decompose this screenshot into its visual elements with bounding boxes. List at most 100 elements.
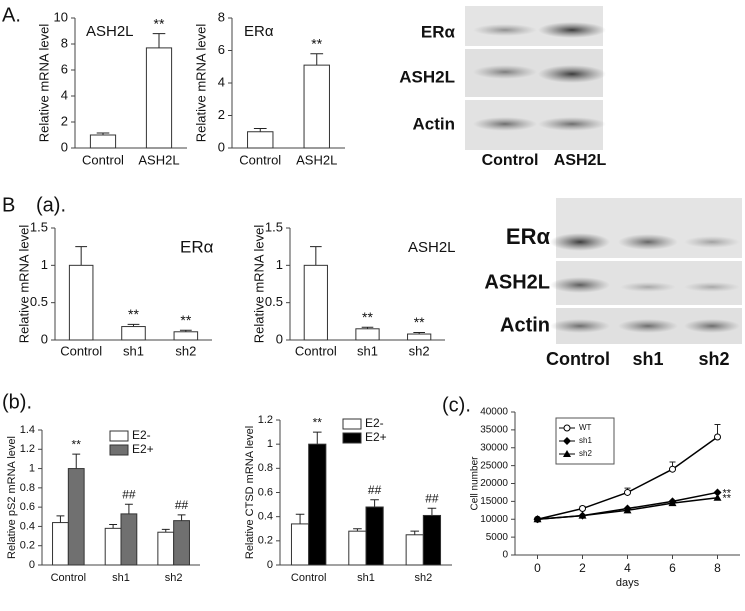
point (669, 465, 676, 473)
error-bar (370, 499, 379, 507)
blot-band (538, 22, 606, 38)
error-bar (427, 507, 437, 516)
blot-row-label: Actin (500, 314, 550, 336)
y-tick-label: 1 (276, 257, 283, 272)
x-axis-label: days (616, 577, 640, 589)
y-tick-label: 0.6 (20, 501, 35, 513)
x-tick-label: Control (295, 343, 337, 358)
y-tick-label: 10 (54, 9, 68, 24)
error-bar (72, 453, 81, 469)
blot-b: ERα ASH2L Actin Control sh1 sh2 (484, 198, 742, 369)
annotation: ** (154, 15, 165, 31)
blot-band (550, 319, 610, 333)
blot-column-label: ASH2L (554, 152, 607, 169)
bar (121, 326, 146, 341)
point (668, 499, 677, 507)
bar (120, 513, 138, 566)
bar (348, 530, 367, 566)
panel-label: (c). (442, 394, 471, 416)
annotation: ** (180, 312, 191, 328)
legend-swatch (342, 418, 362, 430)
legend-label: E2+ (365, 430, 387, 444)
x-tick-label: sh1 (112, 572, 130, 584)
y-tick-label: 0 (61, 139, 68, 154)
bar (68, 264, 94, 341)
y-tick-label: 0.2 (20, 540, 35, 552)
error-bar (124, 503, 133, 514)
blot-row-label: Actin (413, 114, 456, 133)
y-tick-label: 1.5 (30, 219, 48, 234)
bar (89, 134, 117, 149)
y-tick-label: 0 (267, 559, 273, 571)
y-tick-label: 0.4 (20, 520, 35, 532)
y-axis-label: Relative mRNA level (16, 225, 31, 344)
blot-band (684, 236, 740, 248)
legend-label: E2- (132, 428, 151, 442)
annotation: ## (368, 483, 382, 497)
x-tick-label: ASH2L (138, 152, 179, 167)
annotation: ** (313, 415, 323, 429)
y-tick-label: 1.2 (20, 443, 35, 455)
y-axis-label: Relative mRNA level (193, 24, 208, 143)
point (713, 488, 722, 497)
blot-band (473, 65, 537, 79)
y-tick-label: 8 (61, 35, 68, 50)
point (533, 515, 542, 523)
y-tick-label: 2 (61, 113, 68, 128)
blot-band (684, 282, 740, 292)
legend-swatch (109, 430, 129, 442)
error-bar (177, 514, 186, 521)
bar (104, 527, 122, 566)
y-tick-label: 4 (218, 74, 225, 89)
y-axis-label: Relative pS2 mRNA level (6, 436, 18, 559)
error-bar (312, 431, 322, 445)
blot-band (473, 117, 537, 131)
annotation: ** (72, 437, 82, 451)
blot-band (550, 277, 610, 293)
blot-band (550, 233, 610, 251)
y-tick-label: 1 (41, 257, 48, 272)
x-tick-label: Control (291, 572, 326, 584)
y-tick-label: 2 (218, 107, 225, 122)
error-bar (152, 33, 166, 48)
y-tick-label: 35000 (480, 425, 508, 436)
blot-row-label: ERα (506, 224, 551, 249)
panel-label: A. (2, 4, 21, 26)
annotation: ** (128, 306, 139, 322)
y-tick-label: 5000 (486, 532, 509, 543)
blot-band (684, 319, 740, 333)
x-tick-label: 0 (534, 561, 541, 575)
point (623, 506, 632, 514)
y-tick-label: 0.8 (20, 482, 35, 494)
x-tick-label: sh1 (123, 343, 144, 358)
bar (405, 534, 424, 566)
bar (422, 514, 442, 566)
y-axis-label: Relative mRNA level (36, 24, 51, 143)
x-tick-label: sh1 (357, 572, 375, 584)
chart-title: ASH2L (86, 23, 134, 40)
chart-title: ERα (180, 237, 214, 256)
y-tick-label: 0.4 (258, 511, 273, 523)
bar (173, 331, 199, 341)
blot-column-label: sh1 (632, 349, 663, 369)
bar (365, 506, 384, 566)
legend-label: E2- (365, 416, 384, 430)
error-bar (109, 524, 118, 529)
error-bar (410, 530, 420, 535)
annotation: ** (723, 493, 732, 505)
y-tick-label: 0 (218, 139, 225, 154)
annotation: ** (723, 487, 732, 499)
y-tick-label: 1 (267, 438, 273, 450)
x-tick-label: 6 (669, 561, 676, 575)
bar (247, 131, 274, 149)
legend-label: E2+ (132, 442, 154, 456)
legend-box (555, 417, 615, 465)
error-bar (310, 246, 322, 266)
blot-column-label: sh2 (698, 349, 729, 369)
bar (290, 523, 310, 566)
y-axis-label: Relative mRNA level (251, 225, 266, 344)
x-tick-label: Control (60, 343, 102, 358)
y-tick-label: 0.6 (258, 486, 273, 498)
y-tick-label: 1 (29, 462, 35, 474)
